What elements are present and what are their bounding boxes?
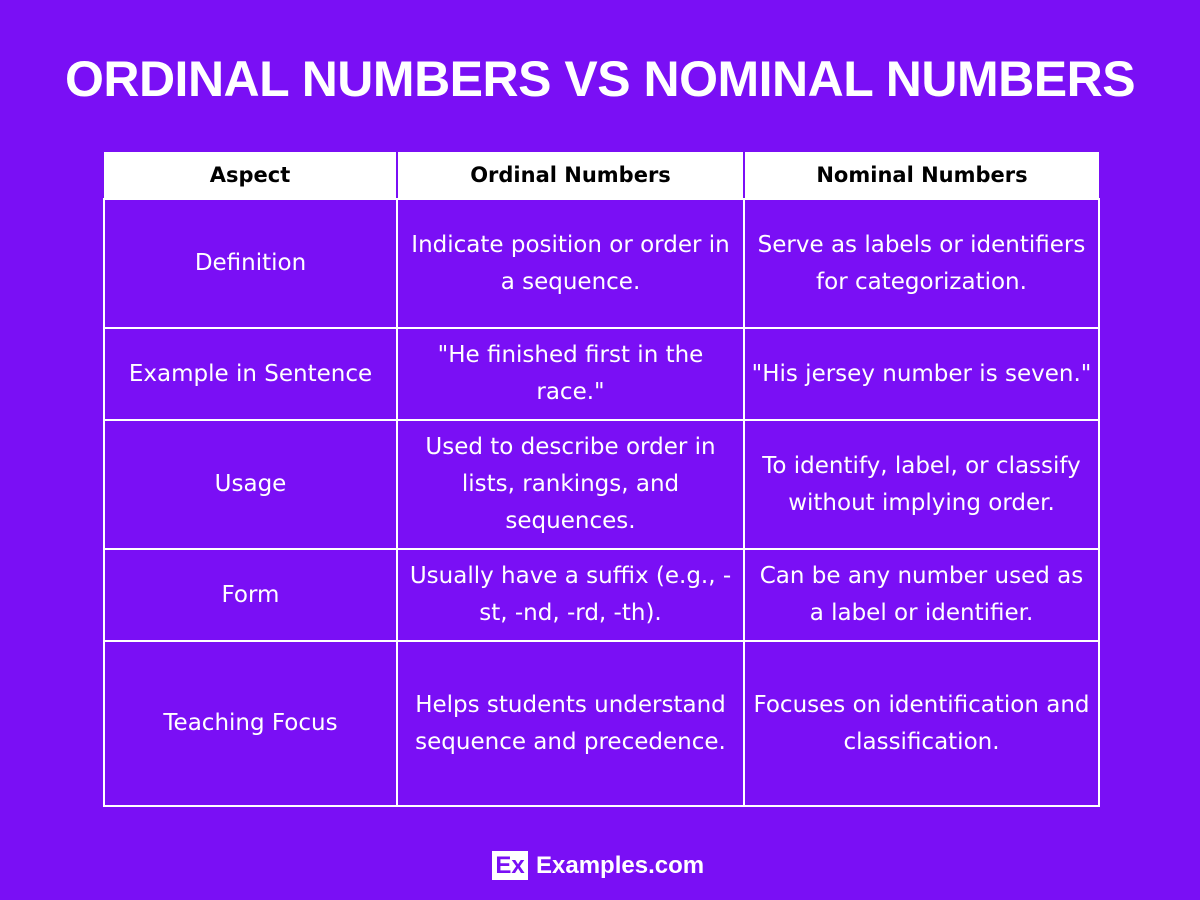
- nominal-cell: Focuses on identification and classifica…: [743, 640, 1100, 807]
- ordinal-cell: Used to describe order in lists, ranking…: [396, 419, 745, 550]
- nominal-cell: To identify, label, or classify without …: [743, 419, 1100, 550]
- nominal-cell: Can be any number used as a label or ide…: [743, 548, 1100, 642]
- header-nominal: Nominal Numbers: [743, 152, 1099, 200]
- table-row: Example in Sentence "He finished first i…: [103, 327, 1100, 421]
- aspect-cell: Form: [103, 548, 398, 642]
- logo-text: Examples.com: [536, 851, 705, 879]
- ordinal-cell: Helps students understand sequence and p…: [396, 640, 745, 807]
- examples-logo: Ex Examples.com: [492, 851, 704, 880]
- aspect-cell: Definition: [103, 198, 398, 329]
- table-row: Teaching Focus Helps students understand…: [103, 640, 1100, 807]
- table-row: Form Usually have a suffix (e.g., -st, -…: [103, 548, 1100, 642]
- header-aspect: Aspect: [104, 152, 398, 200]
- table-header-row: Aspect Ordinal Numbers Nominal Numbers: [104, 152, 1099, 200]
- ordinal-cell: "He finished first in the race.": [396, 327, 745, 421]
- aspect-cell: Usage: [103, 419, 398, 550]
- table-row: Definition Indicate position or order in…: [103, 198, 1100, 329]
- ordinal-cell: Indicate position or order in a sequence…: [396, 198, 745, 329]
- nominal-cell: "His jersey number is seven.": [743, 327, 1100, 421]
- logo-mark-icon: Ex: [492, 851, 528, 880]
- table-row: Usage Used to describe order in lists, r…: [103, 419, 1100, 550]
- nominal-cell: Serve as labels or identifiers for categ…: [743, 198, 1100, 329]
- aspect-cell: Teaching Focus: [103, 640, 398, 807]
- header-ordinal: Ordinal Numbers: [396, 152, 745, 200]
- ordinal-cell: Usually have a suffix (e.g., -st, -nd, -…: [396, 548, 745, 642]
- comparison-table: Aspect Ordinal Numbers Nominal Numbers D…: [103, 152, 1100, 807]
- aspect-cell: Example in Sentence: [103, 327, 398, 421]
- page-title: ORDINAL NUMBERS VS NOMINAL NUMBERS: [64, 51, 1136, 107]
